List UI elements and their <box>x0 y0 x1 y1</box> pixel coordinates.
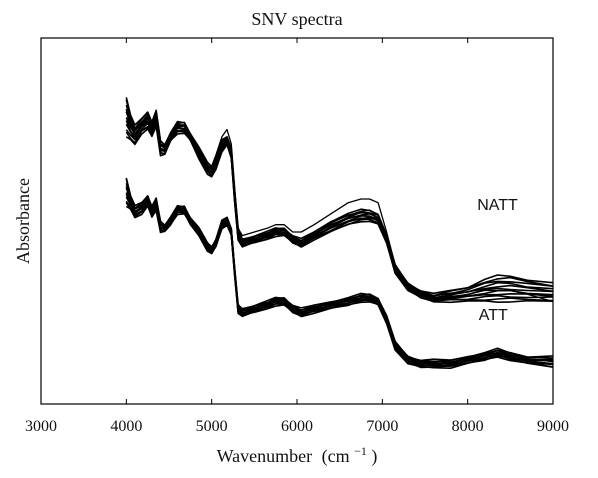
spectrum-line-outlier <box>125 111 554 303</box>
annotation-layer: NATT ATT <box>477 197 518 324</box>
x-tick-label: 6000 <box>281 418 313 435</box>
x-axis-ticks: 3000 4000 5000 6000 7000 8000 9000 <box>25 38 569 435</box>
spectrum-line <box>125 187 554 365</box>
x-tick-label: 3000 <box>25 418 57 435</box>
plot-frame <box>40 37 554 405</box>
x-axis-label-text: Wavenumber <box>217 446 313 466</box>
spectrum-line <box>125 97 554 295</box>
annotation-natt: NATT <box>477 197 518 214</box>
x-tick-label: 7000 <box>366 418 398 435</box>
annotation-att: ATT <box>479 307 508 324</box>
x-tick-label: 9000 <box>537 418 569 435</box>
spectrum-line <box>125 125 554 304</box>
spectrum-line <box>125 185 554 364</box>
x-axis-label-unit: (cm <box>322 446 350 467</box>
series-group-natt <box>125 97 554 304</box>
y-axis-label: Absorbance <box>13 178 33 264</box>
x-tick-label: 5000 <box>196 418 228 435</box>
spectrum-line <box>125 118 554 300</box>
x-axis-label-close: ) <box>371 446 377 467</box>
chart-title: SNV spectra <box>251 9 342 29</box>
x-axis-label-sup: −1 <box>354 444 367 458</box>
x-axis-label: Wavenumber (cm −1 ) <box>217 439 378 467</box>
series-layer <box>125 97 554 370</box>
spectrum-line <box>125 205 554 370</box>
x-tick-label: 8000 <box>452 418 484 435</box>
series-group-att <box>125 177 554 370</box>
x-tick-label: 4000 <box>110 418 142 435</box>
spectrum-line <box>125 177 554 362</box>
